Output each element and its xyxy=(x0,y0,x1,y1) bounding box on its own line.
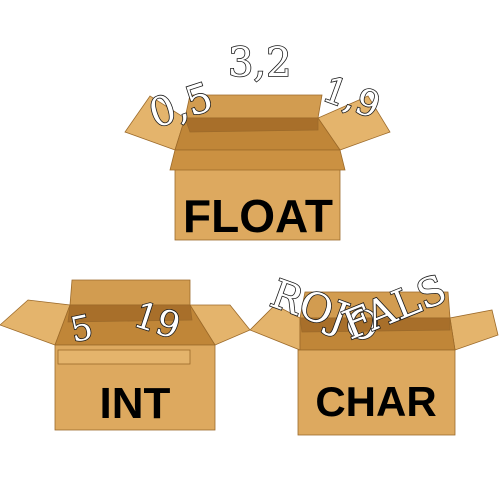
box-char-label: CHAR xyxy=(315,378,436,425)
box-int-inside-shadow xyxy=(67,304,193,323)
box-int-label: INT xyxy=(100,379,171,428)
box-float-inside-shadow xyxy=(184,117,319,133)
box-float-front-flap xyxy=(169,149,346,171)
box-float-label: FLOAT xyxy=(183,190,333,242)
float-value-2: 3,2 xyxy=(228,40,292,86)
box-float: FLOAT xyxy=(124,94,391,242)
box-char-front xyxy=(297,349,456,436)
box-char-inside-shadow xyxy=(299,317,451,333)
box-int-front-band xyxy=(57,349,191,365)
box-char-right-flap xyxy=(449,309,499,351)
box-char: CHAR xyxy=(249,291,499,436)
box-int: INT xyxy=(0,279,251,431)
box-int-back-flap xyxy=(69,279,191,306)
